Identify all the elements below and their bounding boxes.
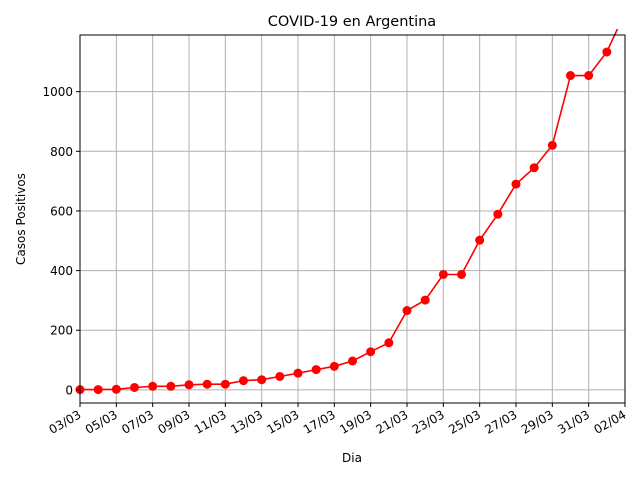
y-tick-label: 400	[50, 264, 73, 278]
data-point: 26/03: 589	[493, 209, 503, 219]
x-tick-label: 09/03	[156, 407, 193, 436]
data-point: 19/03: 128	[366, 347, 376, 357]
data-point: 24/03: 387	[457, 269, 466, 279]
data-point: 01/04: 1133	[602, 47, 612, 57]
x-tick-label: 17/03	[301, 407, 338, 436]
data-point: 08/03: 12	[166, 381, 176, 391]
data-point: 15/03: 56	[293, 368, 303, 378]
data-point: 23/03: 387	[438, 269, 448, 279]
x-tick-label: 19/03	[337, 407, 374, 436]
data-point: 30/03: 1054	[566, 71, 575, 81]
y-tick-label: 0	[65, 383, 73, 397]
data-point: 12/03: 31	[239, 376, 248, 386]
data-point: 27/03: 690	[511, 179, 521, 189]
y-tick-label: 600	[50, 204, 73, 218]
grid-lines	[79, 35, 626, 403]
data-point: 10/03: 19	[202, 379, 212, 389]
y-tick-label: 1000	[42, 85, 73, 99]
chart-title: COVID-19 en Argentina	[268, 14, 436, 30]
series-layer: 03/03: 104/03: 105/03: 206/03: 807/03: 1…	[75, 8, 630, 395]
data-point: 18/03: 97	[348, 356, 357, 366]
data-point: 31/03: 1054	[584, 71, 594, 81]
data-point: 06/03: 8	[130, 382, 139, 392]
series-line	[80, 29, 619, 391]
x-tick-label: 02/04	[592, 407, 629, 436]
data-point: 29/03: 820	[547, 140, 557, 150]
x-tick-label: 23/03	[410, 407, 447, 436]
x-tick-label: 11/03	[192, 407, 229, 436]
data-point: 17/03: 79	[329, 361, 339, 371]
x-axis-label: Dia	[342, 451, 362, 465]
data-point: 04/03: 1	[93, 385, 103, 395]
x-tick-label: 21/03	[374, 407, 411, 436]
data-point: 25/03: 502	[475, 235, 485, 245]
data-point: 07/03: 12	[148, 381, 158, 391]
data-point: 09/03: 17	[184, 380, 194, 390]
x-tick-label: 07/03	[119, 407, 156, 436]
x-tick-label: 25/03	[446, 407, 483, 436]
plot-frame	[79, 34, 626, 404]
data-point: 28/03: 745	[529, 163, 539, 173]
data-point: 20/03: 158	[384, 338, 394, 348]
x-tick-label: 29/03	[519, 407, 556, 436]
x-tick-label: 27/03	[483, 407, 520, 436]
data-point: 14/03: 45	[275, 371, 285, 381]
data-point: 21/03: 266	[402, 306, 412, 316]
data-point: 05/03: 2	[111, 384, 121, 394]
x-tick-label: 03/03	[47, 407, 84, 436]
data-point: 02/04: 1265	[621, 8, 630, 17]
data-point: 13/03: 34	[257, 375, 267, 385]
x-tick-label: 13/03	[228, 407, 265, 436]
data-point: 16/03: 68	[311, 365, 321, 375]
x-tick-label: 15/03	[265, 407, 302, 436]
data-point: 11/03: 19	[220, 379, 230, 389]
x-axis: 03/03 05/03 07/03 09/03 11/03 13/03 15/03 17/03…	[47, 403, 629, 437]
y-axis-label: Casos Positivos	[14, 173, 28, 265]
y-tick-label: 800	[50, 145, 73, 159]
y-axis: 0 200 400 600 800 1000	[42, 85, 80, 397]
y-tick-label: 200	[50, 324, 73, 338]
x-tick-label: 31/03	[555, 407, 592, 436]
x-tick-label: 05/03	[83, 407, 120, 436]
data-point: 22/03: 301	[420, 295, 430, 305]
